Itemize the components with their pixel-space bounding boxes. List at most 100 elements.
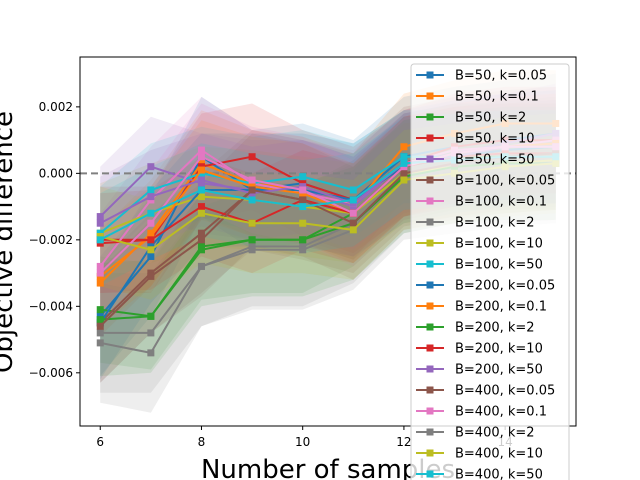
point-series-8-1 <box>96 329 104 337</box>
point-series-18-5 <box>299 246 307 254</box>
point-series-13-5 <box>299 236 307 244</box>
legend-label-12: B=200, k=0.1 <box>455 300 547 315</box>
legend-box <box>410 63 570 480</box>
point-series-1-2 <box>147 252 155 260</box>
legend-label-4: B=50, k=10 <box>455 132 535 147</box>
point-series-5-1 <box>96 213 104 221</box>
point-series-17-3 <box>197 153 205 161</box>
point-series-20-5 <box>299 203 307 211</box>
legend-label-18: B=400, k=2 <box>455 426 535 441</box>
x-tick-label-4: 12 <box>396 435 411 449</box>
legend-label-5: B=50, k=50 <box>455 153 535 168</box>
point-series-16-6 <box>349 219 357 227</box>
point-series-20-7 <box>400 159 408 167</box>
x-tick-label-2: 8 <box>198 435 206 449</box>
point-series-18-1 <box>96 339 104 347</box>
legend-label-15: B=200, k=50 <box>455 363 543 378</box>
point-series-16-4 <box>248 186 256 194</box>
point-series-12-3 <box>197 166 205 174</box>
legend-marker-2 <box>426 92 434 100</box>
point-series-16-7 <box>400 169 408 177</box>
point-series-15-3 <box>197 176 205 184</box>
legend-marker-6 <box>426 176 434 184</box>
legend-marker-8 <box>426 218 434 226</box>
point-series-18-4 <box>248 246 256 254</box>
point-series-14-2 <box>147 236 155 244</box>
point-series-17-6 <box>349 209 357 217</box>
y-tick-label-4: 0.000 <box>39 166 73 180</box>
point-series-13-4 <box>248 236 256 244</box>
point-series-19-6 <box>349 226 357 234</box>
legend-marker-7 <box>426 197 434 205</box>
legend-label-1: B=50, k=0.05 <box>455 69 547 84</box>
legend-label-13: B=200, k=2 <box>455 321 535 336</box>
point-series-17-1 <box>96 269 104 277</box>
legend-label-16: B=400, k=0.05 <box>455 384 555 399</box>
legend-marker-18 <box>426 428 434 436</box>
legend: B=50, k=0.05 B=50, k=0.1 B=50, k=2 B=50, k=… <box>410 63 570 480</box>
legend-marker-13 <box>426 323 434 331</box>
point-series-2-1 <box>96 279 104 287</box>
point-series-20-6 <box>349 196 357 204</box>
point-series-20-1 <box>96 236 104 244</box>
point-series-4-4 <box>248 153 256 161</box>
legend-marker-5 <box>426 155 434 163</box>
point-series-19-2 <box>147 246 155 254</box>
point-series-7-1 <box>96 262 104 270</box>
legend-marker-15 <box>426 365 434 373</box>
legend-label-20: B=400, k=50 <box>455 468 543 480</box>
point-series-18-2 <box>147 349 155 357</box>
point-series-13-1 <box>96 316 104 324</box>
x-tick-label-3: 10 <box>295 435 310 449</box>
point-series-15-1 <box>96 219 104 227</box>
y-axis-label: Objective difference <box>0 111 19 373</box>
legend-marker-20 <box>426 470 434 478</box>
point-series-14-3 <box>197 203 205 211</box>
point-series-19-7 <box>400 176 408 184</box>
point-series-20-3 <box>197 186 205 194</box>
point-series-19-5 <box>299 219 307 227</box>
y-tick-label-3: −0.002 <box>29 233 73 247</box>
legend-marker-1 <box>426 71 434 79</box>
point-series-18-3 <box>197 262 205 270</box>
legend-label-6: B=100, k=0.05 <box>455 174 555 189</box>
x-tick-label-1: 6 <box>96 435 104 449</box>
point-series-10-2 <box>147 186 155 194</box>
legend-label-14: B=200, k=10 <box>455 342 543 357</box>
point-series-20-4 <box>248 196 256 204</box>
point-series-7-3 <box>197 146 205 154</box>
y-axis-ticks: −0.006 −0.004 −0.002 0.000 0.002 <box>29 100 80 380</box>
legend-marker-4 <box>426 134 434 142</box>
point-series-5-2 <box>147 163 155 171</box>
legend-marker-10 <box>426 260 434 268</box>
point-series-2-7 <box>400 143 408 151</box>
point-series-17-2 <box>147 219 155 227</box>
legend-label-8: B=100, k=2 <box>455 216 535 231</box>
legend-label-11: B=200, k=0.05 <box>455 279 555 294</box>
point-series-16-1 <box>96 322 104 330</box>
point-series-16-5 <box>299 196 307 204</box>
point-series-17-4 <box>248 176 256 184</box>
legend-label-10: B=100, k=50 <box>455 258 543 273</box>
y-tick-label-5: 0.002 <box>39 100 73 114</box>
point-series-19-4 <box>248 219 256 227</box>
point-series-9-3 <box>197 193 205 201</box>
legend-label-3: B=50, k=2 <box>455 111 526 126</box>
legend-label-19: B=400, k=10 <box>455 447 543 462</box>
legend-marker-19 <box>426 449 434 457</box>
point-series-8-2 <box>147 329 155 337</box>
point-series-6-3 <box>197 229 205 237</box>
legend-label-17: B=400, k=0.1 <box>455 405 547 420</box>
legend-marker-9 <box>426 239 434 247</box>
legend-label-7: B=100, k=0.1 <box>455 195 547 210</box>
point-series-17-5 <box>299 186 307 194</box>
legend-marker-11 <box>426 281 434 289</box>
point-series-16-2 <box>147 272 155 280</box>
legend-label-2: B=50, k=0.1 <box>455 90 539 105</box>
y-tick-label-1: −0.006 <box>29 366 73 380</box>
point-series-10-6 <box>349 186 357 194</box>
point-series-3-1 <box>96 306 104 314</box>
y-tick-label-2: −0.004 <box>29 299 73 313</box>
point-series-10-5 <box>299 173 307 181</box>
